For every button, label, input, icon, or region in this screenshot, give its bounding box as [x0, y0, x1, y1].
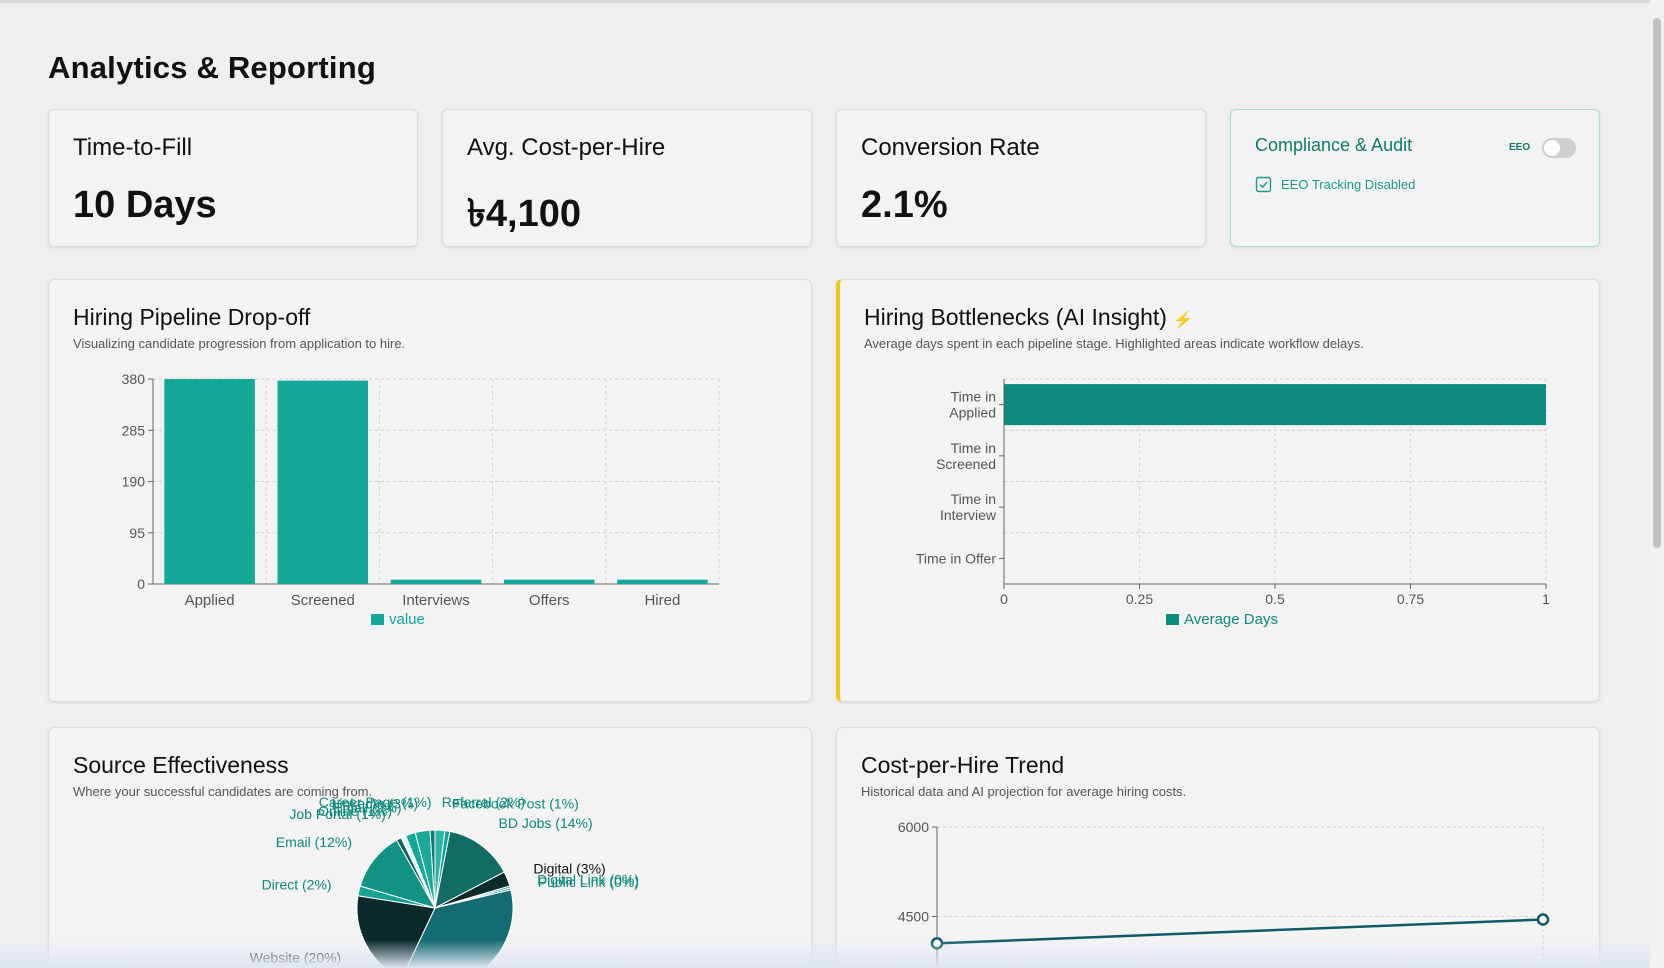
pie-label: Email (2%): [333, 799, 401, 815]
chart-title: Hiring Pipeline Drop-off: [73, 304, 311, 330]
chart-subtitle: Average days spent in each pipeline stag…: [864, 336, 1364, 351]
chart-title: Source Effectiveness: [73, 752, 289, 778]
bar-interviews: [390, 579, 482, 584]
eeo-status: EEO Tracking Disabled: [1255, 176, 1415, 193]
chart-title: Hiring Bottlenecks (AI Insight) ⚡: [864, 304, 1193, 331]
kpi-card-cost-per-hire: Avg. Cost-per-Hire ৳4,100: [442, 109, 812, 247]
kpi-card-conversion-rate: Conversion Rate 2.1%: [836, 109, 1206, 247]
scrollbar-thumb[interactable]: [1653, 18, 1661, 548]
pie-label: Digital Link (0%): [537, 871, 639, 887]
x-tick-label: 1: [1542, 591, 1550, 607]
pie-label: BD Jobs (14%): [499, 815, 593, 831]
bar-applied: [164, 379, 255, 584]
pie-label: Referral (2%): [442, 794, 525, 810]
y-tick-label: 4500: [898, 909, 929, 925]
cost-trend-line-chart: 300045006000: [898, 819, 1550, 968]
pie-label: LinkedIn (3%): [332, 795, 418, 811]
eeo-status-text: EEO Tracking Disabled: [1281, 177, 1416, 192]
y-tick-label: 6000: [898, 819, 929, 835]
page-title: Analytics & Reporting: [48, 50, 377, 85]
legend-swatch: [1166, 614, 1179, 625]
y-tick-label: Time in: [951, 389, 996, 405]
sources-card: Source Effectiveness Where your successf…: [48, 727, 812, 968]
pipeline-bar-chart: 0 95 190 285 380 Applied Screened Interviews Off…: [122, 371, 720, 628]
y-tick-label: Screened: [936, 456, 996, 472]
chart-title: Cost-per-Hire Trend: [861, 752, 1065, 778]
kpi-title: Time-to-Fill: [73, 134, 193, 161]
cost-trend-card: Cost-per-Hire Trend Historical data and …: [836, 727, 1600, 968]
bottom-fade: [0, 940, 1650, 968]
pie-label: Email (12%): [276, 834, 352, 850]
lightning-bolt-icon: ⚡: [1172, 312, 1193, 329]
y-tick-label: Applied: [949, 405, 996, 421]
bar-0: [1004, 384, 1546, 426]
chart-title-text: Hiring Bottlenecks (AI Insight): [864, 304, 1167, 330]
trend-line: [936, 918, 1544, 945]
pie-label: Facebook Post (1%): [452, 795, 579, 811]
pie-label: Career Page (1%): [319, 794, 432, 810]
y-tick-label: 0: [137, 576, 145, 592]
x-tick-label: Interviews: [402, 592, 470, 609]
checkbox-check-icon: [1255, 176, 1272, 193]
y-tick-label: 95: [129, 525, 145, 541]
chart-subtitle: Historical data and AI projection for av…: [861, 784, 1187, 799]
x-tick-label: Hired: [644, 592, 680, 609]
kpi-value: 2.1%: [861, 184, 948, 226]
legend-label: value: [389, 611, 425, 628]
y-tick-label: Interview: [940, 507, 997, 523]
legend-swatch: [371, 614, 384, 625]
pie-label: Direct (2%): [262, 877, 332, 893]
chart-subtitle: Where your successful candidates are com…: [73, 784, 373, 799]
kpi-value: ৳4,100: [467, 193, 582, 235]
legend-label: Average Days: [1184, 611, 1278, 628]
pie-slice: [434, 830, 505, 909]
top-border: [0, 0, 1664, 3]
pipeline-card: Hiring Pipeline Drop-off Visualizing can…: [48, 279, 812, 702]
pie-slice: [429, 829, 436, 909]
y-tick-label: Time in Offer: [916, 550, 996, 566]
pie-label: Public Link (0%): [538, 874, 639, 890]
y-tick-label: 190: [122, 474, 146, 490]
bottlenecks-card: Hiring Bottlenecks (AI Insight) ⚡ Average…: [836, 279, 1600, 702]
eeo-toggle[interactable]: [1542, 138, 1576, 158]
x-tick-label: 0.75: [1397, 591, 1424, 607]
pie-label: Digital (3%): [533, 860, 605, 876]
x-tick-label: 0: [1000, 591, 1008, 607]
compliance-title: Compliance & Audit: [1255, 135, 1413, 155]
kpi-title: Avg. Cost-per-Hire: [467, 134, 666, 161]
bar-hired: [617, 579, 708, 584]
y-tick-label: Time in: [951, 491, 996, 507]
x-tick-label: 0.5: [1265, 591, 1285, 607]
x-tick-label: Offers: [529, 592, 570, 609]
pie-label: Online (1%): [318, 803, 392, 819]
source-pie-chart: Referral (2%)Facebook Post (1%) BD Jobs (…: [250, 794, 639, 968]
page-scrollbar[interactable]: [1650, 0, 1664, 968]
kpi-value: 10 Days: [73, 184, 217, 226]
pie-label: Job Portal (1%): [289, 806, 385, 822]
bar-offers: [503, 579, 595, 584]
eeo-toggle-label: EEO: [1509, 142, 1531, 153]
x-tick-label: Applied: [185, 592, 235, 609]
kpi-title: Conversion Rate: [861, 134, 1040, 161]
y-tick-label: 380: [122, 371, 146, 387]
x-tick-label: 0.25: [1126, 591, 1153, 607]
pie-slice: [359, 839, 437, 909]
toggle-knob: [1544, 140, 1560, 156]
data-point: [1536, 913, 1550, 926]
chart-subtitle: Visualizing candidate progression from a…: [73, 336, 406, 351]
y-tick-label: Time in: [951, 440, 996, 456]
compliance-card: Compliance & Audit EEO EEO Tracking Disa…: [1230, 109, 1600, 247]
bar-screened: [277, 380, 369, 584]
y-tick-label: 285: [122, 422, 146, 438]
x-tick-label: Screened: [291, 592, 355, 609]
kpi-card-time-to-fill: Time-to-Fill 10 Days: [48, 109, 418, 247]
